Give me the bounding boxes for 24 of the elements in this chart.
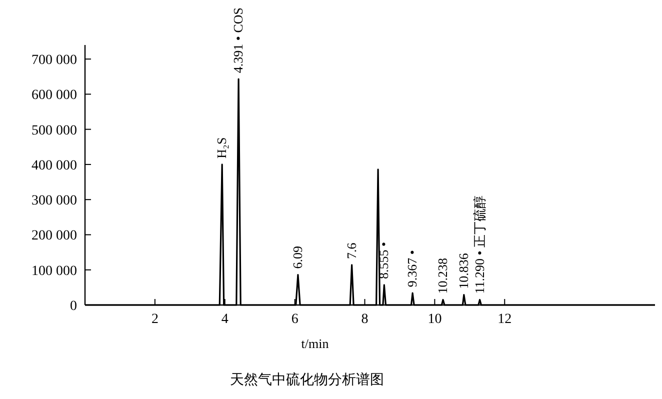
y-tick-label: 500 000 [32,123,77,138]
annotation: 10.836 [456,252,471,289]
x-axis-title: t/min [301,336,330,351]
annotation: 9.367 • [404,250,420,288]
y-tick-label: 200 000 [32,228,77,244]
y-tick-label: 700 000 [32,53,77,68]
y-tick-label: 400 000 [32,158,77,174]
y-tick-label: 0 [70,299,77,314]
title: 天然气中硫化物分析谱图 [230,373,384,388]
x-tick-label: 10 [428,312,442,327]
annotation: H₂S [214,137,230,158]
annotation: 4.391 • COS [230,7,246,74]
x-tick-label: 6 [291,312,298,327]
y-tick-label: 600 000 [32,88,77,104]
annotation: 6.09 [290,246,305,269]
y-tick-label: 300 000 [32,194,77,209]
x-tick-label: 12 [498,312,512,327]
x-tick-label: 8 [361,312,368,327]
annotation: 10.238 [435,258,450,294]
x-tick-label: 4 [221,312,228,327]
x-tick-label: 2 [151,312,158,327]
y-tick-label: 100 000 [32,264,77,279]
annotation: 7.6 [344,242,359,259]
annotation: 11.290 • 正丁硫醇 [472,195,487,294]
